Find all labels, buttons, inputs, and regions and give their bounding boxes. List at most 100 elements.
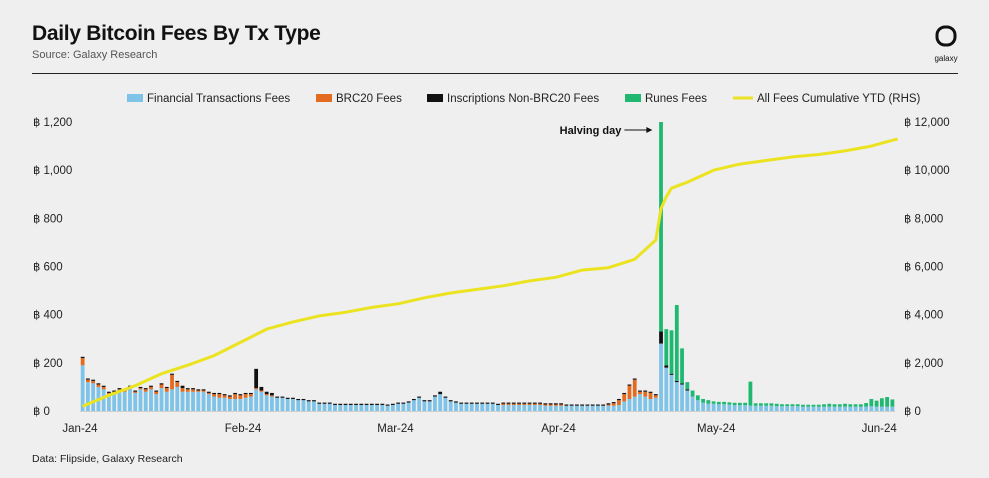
bar-financial — [527, 404, 532, 411]
bar-financial — [222, 397, 227, 411]
bar-brc20 — [543, 404, 548, 406]
bar-financial — [327, 403, 332, 411]
bar-inscriptions — [133, 390, 138, 392]
bar-runes — [701, 398, 705, 403]
bar-runes — [759, 403, 763, 406]
bar-financial — [185, 391, 190, 411]
bar-runes — [690, 390, 695, 397]
bar-brc20 — [206, 392, 211, 395]
bar-financial — [401, 403, 406, 411]
bar-inscriptions — [291, 397, 295, 399]
bar-runes — [785, 404, 790, 407]
bar-financial — [143, 391, 148, 411]
bar-financial — [648, 398, 653, 411]
bar-inscriptions — [659, 331, 663, 344]
bar-inscriptions — [532, 402, 537, 404]
bar-financial — [517, 404, 521, 411]
bar-financial — [580, 405, 585, 411]
bar-financial — [354, 404, 358, 411]
bar-financial — [238, 398, 243, 411]
bar-inscriptions — [527, 402, 532, 404]
y-right-tick-label: ฿ 12,000 — [904, 117, 950, 129]
bar-brc20 — [175, 382, 180, 387]
bar-financial — [375, 404, 379, 411]
bar-financial — [333, 404, 337, 411]
bar-brc20 — [538, 403, 542, 405]
bar-financial — [748, 405, 753, 411]
legend-swatch — [316, 94, 332, 102]
bar-runes — [737, 402, 742, 406]
bar-inscriptions — [669, 373, 674, 375]
bar-inscriptions — [238, 394, 243, 396]
bar-inscriptions — [143, 388, 148, 390]
bar-runes — [753, 403, 758, 406]
bar-inscriptions — [622, 392, 627, 395]
bar-financial — [264, 395, 269, 411]
bar-financial — [685, 390, 690, 411]
bar-inscriptions — [564, 404, 569, 406]
bar-brc20 — [164, 388, 169, 392]
y-right-tick-label: ฿ 6,000 — [904, 262, 943, 274]
x-tick-label: Jan-24 — [62, 423, 98, 435]
bar-brc20 — [91, 380, 96, 384]
galaxy-logo-icon — [935, 25, 957, 47]
bar-brc20 — [617, 400, 621, 405]
bar-brc20 — [606, 404, 611, 406]
bar-runes — [795, 404, 800, 407]
bar-inscriptions — [159, 383, 164, 385]
bar-financial — [233, 398, 238, 411]
bar-brc20 — [559, 404, 564, 406]
bar-financial — [638, 394, 642, 411]
bar-financial — [869, 406, 874, 411]
bar-inscriptions — [117, 388, 122, 390]
bar-inscriptions — [359, 403, 364, 405]
bar-financial — [585, 405, 590, 411]
bar-financial — [769, 405, 774, 411]
bar-inscriptions — [275, 396, 280, 398]
bar-brc20 — [159, 384, 164, 389]
bar-financial — [627, 398, 632, 411]
bar-runes — [790, 404, 795, 407]
bar-financial — [364, 404, 369, 411]
bar-inscriptions — [648, 391, 653, 393]
bar-financial — [270, 396, 274, 411]
y-left-tick-label: ฿ 600 — [33, 262, 63, 274]
legend: Financial Transactions Fees BRC20 Fees Ins… — [127, 93, 921, 105]
bar-financial — [606, 405, 611, 411]
bar-financial — [711, 403, 716, 411]
bar-financial — [490, 403, 495, 411]
bar-brc20 — [185, 389, 190, 392]
y-left-tick-label: ฿ 1,200 — [33, 117, 72, 129]
x-tick-label: Feb-24 — [225, 423, 262, 435]
bar-brc20 — [638, 391, 642, 395]
bar-inscriptions — [406, 401, 411, 403]
bar-inscriptions — [475, 402, 479, 404]
bar-inscriptions — [270, 392, 274, 396]
annotation: Halving day — [560, 125, 653, 137]
bar-runes — [827, 403, 832, 407]
bar-financial — [843, 406, 847, 411]
bar-financial — [759, 405, 763, 411]
bar-inscriptions — [569, 404, 574, 406]
bar-financial — [553, 405, 558, 411]
bar-financial — [811, 406, 816, 411]
bar-brc20 — [217, 394, 222, 398]
bar-financial — [848, 406, 853, 411]
bar-financial — [159, 388, 164, 411]
bar-inscriptions — [490, 402, 495, 404]
bar-inscriptions — [390, 403, 395, 405]
bar-runes — [664, 329, 669, 366]
bar-brc20 — [532, 403, 537, 405]
bar-financial — [422, 401, 427, 411]
bar-inscriptions — [138, 386, 143, 389]
bar-financial — [438, 394, 443, 411]
bar-runes — [780, 404, 784, 407]
bar-financial — [669, 374, 674, 412]
y-right-tick-label: ฿ 10,000 — [904, 165, 950, 177]
bar-financial — [801, 406, 805, 411]
bar-inscriptions — [107, 391, 111, 393]
bar-runes — [674, 305, 679, 381]
bar-inscriptions — [580, 404, 585, 406]
bar-inscriptions — [327, 402, 332, 404]
bar-financial — [91, 383, 96, 411]
